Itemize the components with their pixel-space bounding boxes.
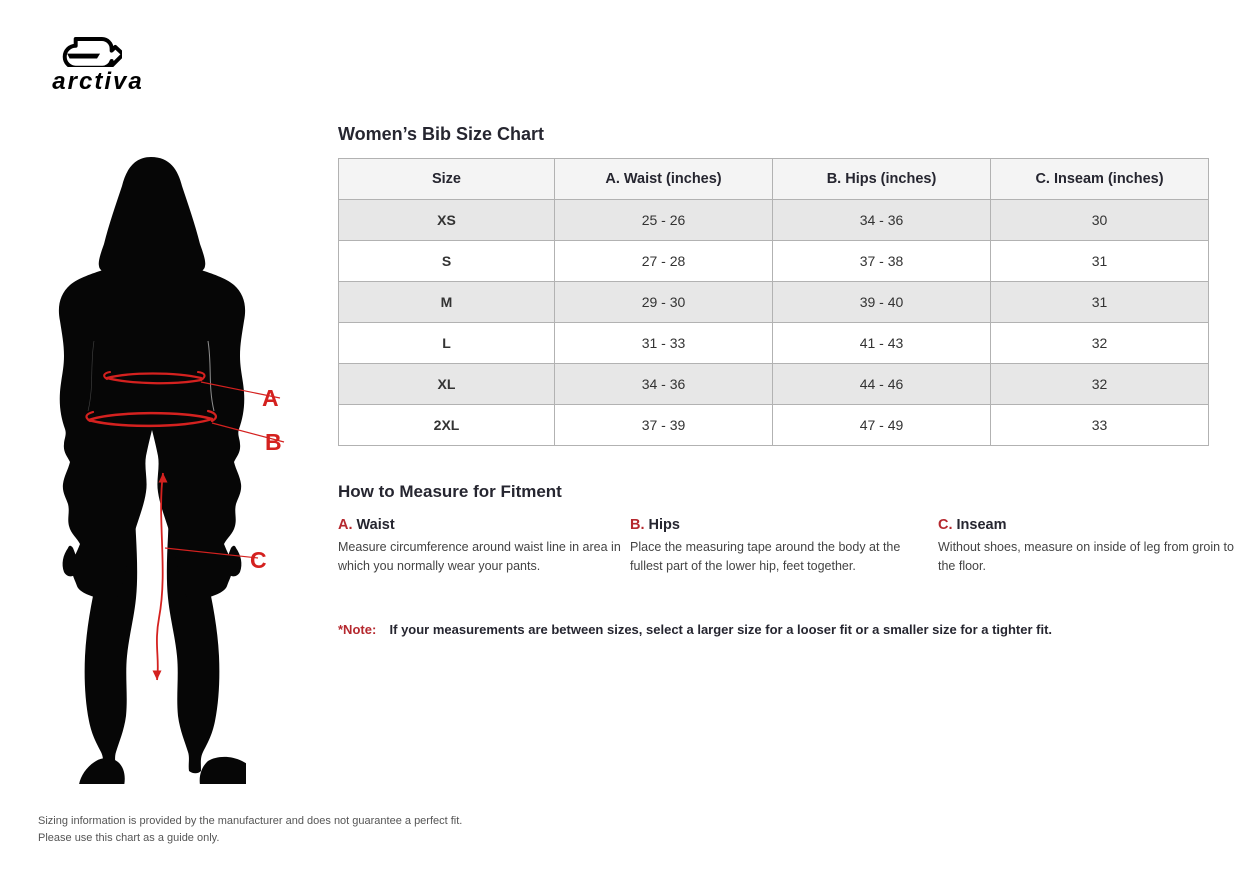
svg-text:B: B: [265, 429, 282, 455]
svg-text:A: A: [262, 385, 279, 411]
svg-text:C: C: [250, 547, 267, 573]
